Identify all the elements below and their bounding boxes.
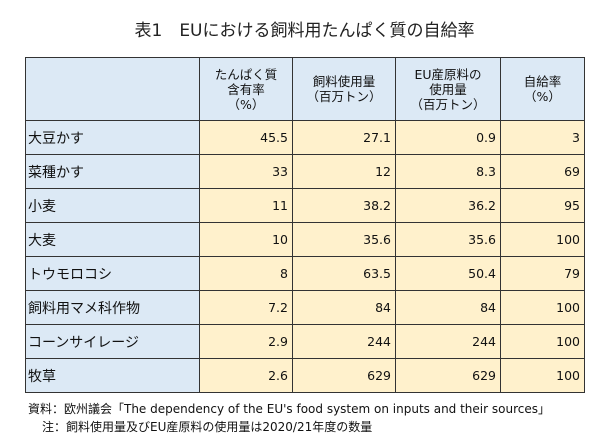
- header-cell: たんぱく質 含有率 （%）: [199, 57, 293, 121]
- header-cell: [25, 57, 200, 121]
- source-note: 資料：欧州議会「The dependency of the EU's food …: [28, 402, 550, 416]
- value-cell: 45.5: [199, 120, 293, 155]
- value-cell: 38.2: [292, 188, 396, 223]
- value-cell: 100: [500, 290, 585, 325]
- table-row: 牧草 2.6 629 629 100: [25, 358, 585, 393]
- header-cell: EU産原料の 使用量 （百万トン）: [395, 57, 501, 121]
- row-label: トウモロコシ: [25, 256, 200, 291]
- table-row: 飼料用マメ科作物 7.2 84 84 100: [25, 290, 585, 325]
- value-cell: 2.9: [199, 324, 293, 359]
- row-label: 飼料用マメ科作物: [25, 290, 200, 325]
- value-cell: 33: [199, 154, 293, 189]
- value-cell: 100: [500, 324, 585, 359]
- self-sufficiency-table: たんぱく質 含有率 （%） 飼料使用量 （百万トン） EU産原料の 使用量 （百…: [25, 57, 585, 393]
- value-cell: 244: [395, 324, 501, 359]
- row-label: 菜種かす: [25, 154, 200, 189]
- value-cell: 629: [395, 358, 501, 393]
- value-cell: 36.2: [395, 188, 501, 223]
- value-cell: 629: [292, 358, 396, 393]
- value-cell: 95: [500, 188, 585, 223]
- value-cell: 69: [500, 154, 585, 189]
- table-row: 大豆かす 45.5 27.1 0.9 3: [25, 120, 585, 155]
- value-cell: 8: [199, 256, 293, 291]
- value-cell: 84: [292, 290, 396, 325]
- value-cell: 12: [292, 154, 396, 189]
- header-cell: 自給率 （%）: [500, 57, 585, 121]
- value-cell: 27.1: [292, 120, 396, 155]
- value-cell: 79: [500, 256, 585, 291]
- value-cell: 3: [500, 120, 585, 155]
- value-cell: 244: [292, 324, 396, 359]
- value-cell: 35.6: [292, 222, 396, 257]
- header-row: たんぱく質 含有率 （%） 飼料使用量 （百万トン） EU産原料の 使用量 （百…: [25, 57, 585, 121]
- value-cell: 11: [199, 188, 293, 223]
- row-label: 大麦: [25, 222, 200, 257]
- row-label: 牧草: [25, 358, 200, 393]
- value-cell: 8.3: [395, 154, 501, 189]
- value-cell: 35.6: [395, 222, 501, 257]
- table-row: トウモロコシ 8 63.5 50.4 79: [25, 256, 585, 291]
- row-label: コーンサイレージ: [25, 324, 200, 359]
- value-cell: 50.4: [395, 256, 501, 291]
- value-cell: 84: [395, 290, 501, 325]
- table-row: 大麦 10 35.6 35.6 100: [25, 222, 585, 257]
- row-label: 小麦: [25, 188, 200, 223]
- value-cell: 63.5: [292, 256, 396, 291]
- table-row: 小麦 11 38.2 36.2 95: [25, 188, 585, 223]
- table-row: コーンサイレージ 2.9 244 244 100: [25, 324, 585, 359]
- footnote: 注：飼料使用量及びEU産原料の使用量は2020/21年度の数量: [42, 420, 373, 434]
- value-cell: 7.2: [199, 290, 293, 325]
- value-cell: 100: [500, 222, 585, 257]
- table-row: 菜種かす 33 12 8.3 69: [25, 154, 585, 189]
- value-cell: 0.9: [395, 120, 501, 155]
- value-cell: 2.6: [199, 358, 293, 393]
- table-title: 表1 EUにおける飼料用たんぱく質の自給率: [134, 21, 475, 41]
- row-label: 大豆かす: [25, 120, 200, 155]
- header-cell: 飼料使用量 （百万トン）: [292, 57, 396, 121]
- value-cell: 10: [199, 222, 293, 257]
- value-cell: 100: [500, 358, 585, 393]
